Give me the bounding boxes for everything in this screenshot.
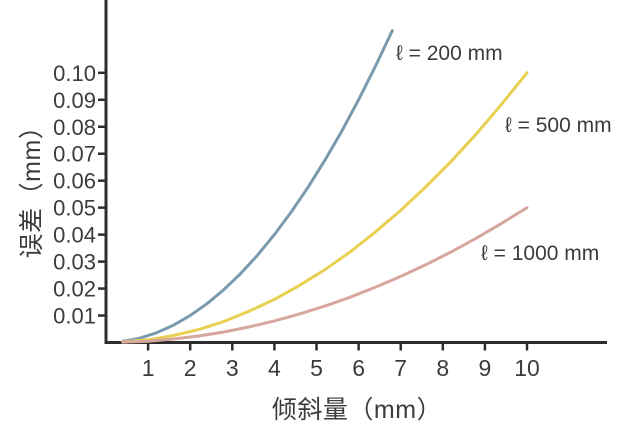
series-label-l-1000mm: ℓ = 1000 mm	[481, 242, 600, 265]
series-label-l-200mm: ℓ = 200 mm	[396, 42, 503, 65]
x-tick-label: 3	[226, 355, 239, 381]
x-tick-label: 10	[514, 355, 540, 381]
x-tick-label: 7	[394, 355, 407, 381]
y-tick-label: 0.05	[53, 196, 96, 221]
x-tick-label: 4	[268, 355, 281, 381]
x-tick-label: 2	[184, 355, 197, 381]
series-curve-1	[121, 71, 529, 344]
x-tick-label: 1	[142, 355, 155, 381]
x-tick-label: 6	[352, 355, 365, 381]
y-tick-label: 0.02	[53, 277, 96, 302]
y-tick-label: 0.08	[53, 115, 96, 140]
x-tick-label: 9	[479, 355, 492, 381]
y-tick-label: 0.06	[53, 169, 96, 194]
y-tick-label: 0.09	[53, 88, 96, 113]
y-axis-title: 误差（mm）	[18, 113, 46, 259]
series-curve-2	[121, 206, 529, 344]
series-curve-0	[121, 29, 394, 343]
x-axis-title: 倾斜量（mm）	[271, 396, 443, 424]
y-tick-label: 0.10	[53, 61, 96, 86]
y-tick-label: 0.07	[53, 142, 96, 167]
x-tick-label: 5	[310, 355, 323, 381]
y-tick-label: 0.01	[53, 304, 96, 329]
series-label-l-500mm: ℓ = 500 mm	[505, 114, 612, 137]
x-tick-label: 8	[436, 355, 449, 381]
y-tick-label: 0.03	[53, 250, 96, 275]
y-tick-label: 0.04	[53, 223, 96, 248]
